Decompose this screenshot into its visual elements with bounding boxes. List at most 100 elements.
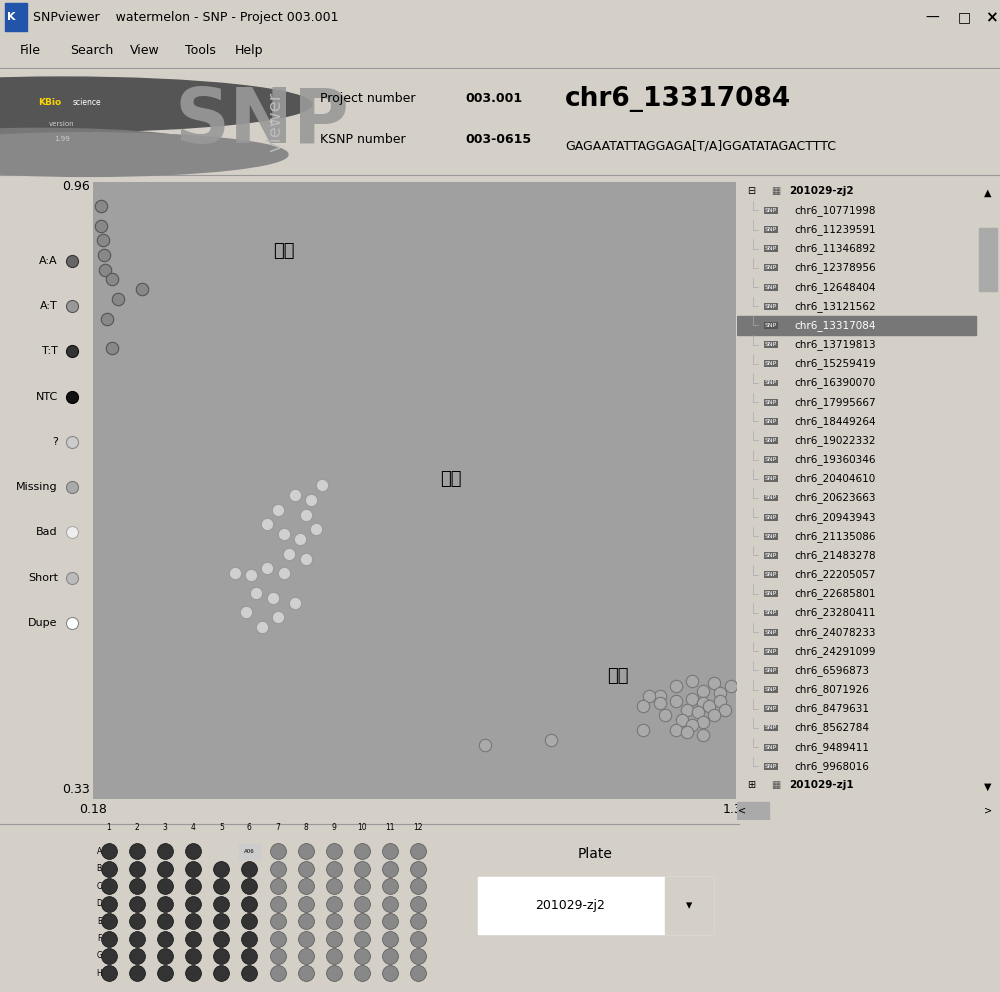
Point — [129, 914, 145, 930]
Text: A06: A06 — [244, 849, 255, 854]
Point — [382, 861, 398, 877]
Point — [276, 526, 292, 542]
Point — [303, 492, 319, 508]
Text: <: < — [738, 806, 746, 815]
Point — [101, 861, 117, 877]
Point — [287, 487, 303, 503]
Point — [308, 521, 324, 537]
Text: SNP: SNP — [765, 495, 777, 500]
Text: F: F — [97, 934, 101, 943]
Text: chr6_10771998: chr6_10771998 — [795, 205, 876, 216]
Point — [298, 861, 314, 877]
Text: ▼: ▼ — [984, 782, 992, 793]
Point — [706, 707, 722, 723]
Point — [241, 896, 257, 912]
Text: SNP: SNP — [765, 553, 777, 558]
Text: SNP: SNP — [765, 668, 777, 673]
Text: ⊟: ⊟ — [748, 186, 756, 196]
Point — [298, 930, 314, 946]
Text: SNP: SNP — [765, 437, 777, 443]
Point — [241, 930, 257, 946]
Point — [129, 843, 145, 859]
Point — [679, 702, 695, 718]
Text: SNP: SNP — [765, 725, 777, 730]
Bar — [976, 179, 1000, 802]
Text: G: G — [96, 951, 102, 960]
Point — [157, 896, 173, 912]
Point — [382, 965, 398, 981]
Point — [410, 843, 426, 859]
Text: Help: Help — [235, 44, 264, 57]
Point — [354, 896, 370, 912]
Point — [129, 965, 145, 981]
Text: A: A — [97, 847, 102, 856]
Point — [668, 692, 684, 708]
Circle shape — [0, 77, 312, 132]
Text: chr6_17995667: chr6_17995667 — [795, 397, 876, 408]
Point — [157, 914, 173, 930]
Point — [93, 217, 109, 233]
Text: chr6_9968016: chr6_9968016 — [795, 761, 870, 772]
Text: viewer: viewer — [266, 91, 284, 152]
Text: SNP: SNP — [765, 304, 777, 309]
Text: ▦: ▦ — [771, 186, 780, 196]
Text: Plate: Plate — [578, 847, 612, 861]
Text: —: — — [925, 10, 939, 25]
Text: chr6_20943943: chr6_20943943 — [795, 512, 876, 523]
Point — [410, 930, 426, 946]
Point — [382, 896, 398, 912]
Text: SNP: SNP — [765, 457, 777, 462]
Text: chr6_22205057: chr6_22205057 — [795, 569, 876, 580]
Point — [129, 878, 145, 894]
Text: 10: 10 — [357, 823, 367, 832]
Point — [668, 678, 684, 693]
Bar — [5, 4, 27, 32]
Point — [635, 722, 651, 738]
Point — [354, 948, 370, 964]
Point — [684, 717, 700, 733]
Text: ?: ? — [52, 436, 58, 446]
Text: chr6_11239591: chr6_11239591 — [795, 224, 876, 235]
Point — [354, 930, 370, 946]
Text: 201029-zj1: 201029-zj1 — [790, 781, 854, 791]
Point — [265, 590, 281, 606]
Point — [101, 948, 117, 964]
Text: chr6_18449264: chr6_18449264 — [795, 416, 876, 427]
Point — [241, 861, 257, 877]
Point — [157, 878, 173, 894]
Point — [701, 697, 717, 713]
Point — [684, 690, 700, 706]
Text: chr6_15259419: chr6_15259419 — [795, 358, 876, 369]
Text: 12: 12 — [413, 823, 423, 832]
Point — [635, 697, 651, 713]
Point — [64, 389, 80, 405]
Point — [95, 232, 111, 248]
Point — [326, 914, 342, 930]
Point — [129, 861, 145, 877]
Point — [410, 861, 426, 877]
Point — [657, 707, 673, 723]
Text: 11: 11 — [385, 823, 395, 832]
Text: □: □ — [958, 10, 971, 25]
Text: chr6_24291099: chr6_24291099 — [795, 646, 876, 657]
Text: SNP: SNP — [765, 745, 777, 750]
Point — [695, 682, 711, 698]
Text: chr6_24078233: chr6_24078233 — [795, 627, 876, 638]
Point — [298, 948, 314, 964]
Point — [281, 546, 297, 561]
Point — [712, 684, 728, 700]
Point — [292, 531, 308, 547]
Text: File: File — [20, 44, 41, 57]
Point — [298, 551, 314, 566]
Text: 2: 2 — [135, 823, 139, 832]
Point — [270, 896, 286, 912]
Point — [243, 567, 259, 583]
Point — [354, 914, 370, 930]
Point — [213, 878, 229, 894]
Text: ▲: ▲ — [984, 187, 992, 198]
Text: 7: 7 — [275, 823, 280, 832]
Text: SNP: SNP — [765, 649, 777, 654]
Circle shape — [0, 128, 218, 168]
Text: Short: Short — [28, 572, 58, 582]
Text: SNP: SNP — [765, 572, 777, 577]
